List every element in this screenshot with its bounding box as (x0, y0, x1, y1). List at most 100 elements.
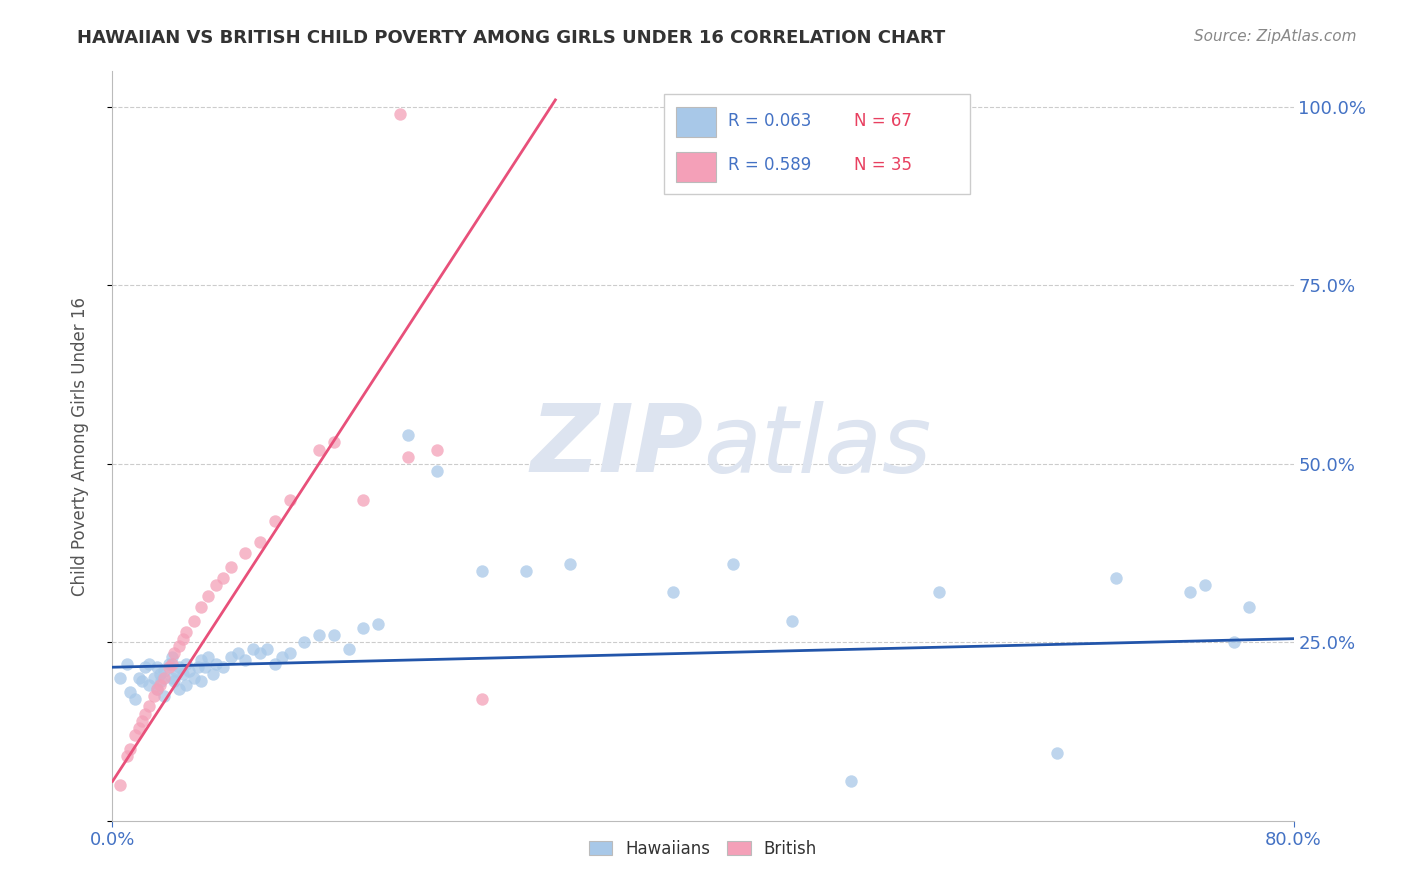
Point (352, 621, 374, 635)
Point (172, 667, 194, 681)
Text: Source: ZipAtlas.com: Source: ZipAtlas.com (1194, 29, 1357, 44)
Point (219, 560, 242, 574)
Point (662, 585, 685, 599)
Point (308, 628, 330, 642)
Point (470, 564, 494, 578)
Point (174, 624, 197, 639)
Point (160, 671, 183, 685)
Point (128, 721, 150, 735)
Point (131, 714, 153, 728)
Point (264, 657, 287, 671)
Point (352, 492, 374, 507)
Point (249, 646, 271, 660)
Point (190, 674, 212, 689)
Point (1194, 578, 1216, 592)
Point (167, 639, 190, 653)
Point (389, 107, 412, 121)
Point (146, 681, 169, 696)
Point (396, 450, 419, 464)
Point (780, 614, 803, 628)
Point (117, 749, 138, 764)
Point (167, 681, 190, 696)
Point (367, 617, 389, 632)
Point (264, 514, 287, 528)
Point (337, 642, 360, 657)
Point (183, 614, 205, 628)
Legend: Hawaiians, British: Hawaiians, British (582, 833, 824, 864)
Point (167, 660, 190, 674)
Point (1223, 635, 1246, 649)
Point (323, 628, 346, 642)
Text: HAWAIIAN VS BRITISH CHILD POVERTY AMONG GIRLS UNDER 16 CORRELATION CHART: HAWAIIAN VS BRITISH CHILD POVERTY AMONG … (77, 29, 946, 46)
Point (839, 774, 862, 789)
Bar (676, 107, 716, 137)
Point (179, 664, 201, 678)
Point (187, 660, 209, 674)
Point (271, 649, 294, 664)
Point (308, 442, 330, 457)
Point (212, 660, 235, 674)
Text: R = 0.063: R = 0.063 (728, 112, 811, 130)
Point (157, 660, 180, 674)
Point (146, 681, 169, 696)
Point (190, 653, 212, 667)
Text: ZIP: ZIP (530, 400, 703, 492)
Point (256, 642, 278, 657)
Point (128, 671, 150, 685)
Point (515, 564, 537, 578)
Point (194, 660, 217, 674)
Text: atlas: atlas (703, 401, 931, 491)
Point (165, 664, 187, 678)
Point (108, 671, 131, 685)
Point (108, 778, 131, 792)
Text: N = 35: N = 35 (853, 156, 911, 174)
Point (470, 692, 494, 706)
Point (150, 674, 173, 689)
Point (721, 557, 744, 571)
Point (124, 692, 146, 706)
Point (558, 557, 582, 571)
Point (190, 599, 212, 614)
Point (249, 535, 271, 549)
Point (1046, 746, 1069, 760)
Point (928, 585, 950, 599)
Point (157, 657, 180, 671)
Point (163, 646, 186, 660)
Point (226, 646, 249, 660)
Point (153, 689, 176, 703)
Point (233, 653, 256, 667)
Point (242, 642, 264, 657)
Point (153, 671, 176, 685)
Point (219, 649, 242, 664)
Point (149, 667, 172, 681)
Point (1178, 585, 1201, 599)
Point (131, 674, 153, 689)
Point (426, 442, 449, 457)
Point (120, 742, 142, 756)
Point (138, 678, 160, 692)
Point (323, 435, 346, 450)
Point (142, 689, 165, 703)
Point (163, 674, 186, 689)
Text: R = 0.589: R = 0.589 (728, 156, 811, 174)
Point (201, 667, 224, 681)
Text: N = 67: N = 67 (853, 112, 911, 130)
Point (205, 578, 228, 592)
Bar (676, 153, 716, 182)
Point (212, 571, 235, 585)
Point (117, 657, 138, 671)
Point (197, 649, 219, 664)
Point (278, 646, 301, 660)
Point (396, 428, 419, 442)
Point (120, 685, 142, 699)
Y-axis label: Child Poverty Among Girls Under 16: Child Poverty Among Girls Under 16 (70, 296, 89, 596)
Point (124, 728, 146, 742)
Point (205, 657, 228, 671)
Point (174, 678, 197, 692)
Point (134, 706, 156, 721)
FancyBboxPatch shape (664, 95, 970, 194)
Point (174, 657, 197, 671)
Point (1105, 571, 1128, 585)
Point (183, 671, 205, 685)
Point (292, 635, 315, 649)
